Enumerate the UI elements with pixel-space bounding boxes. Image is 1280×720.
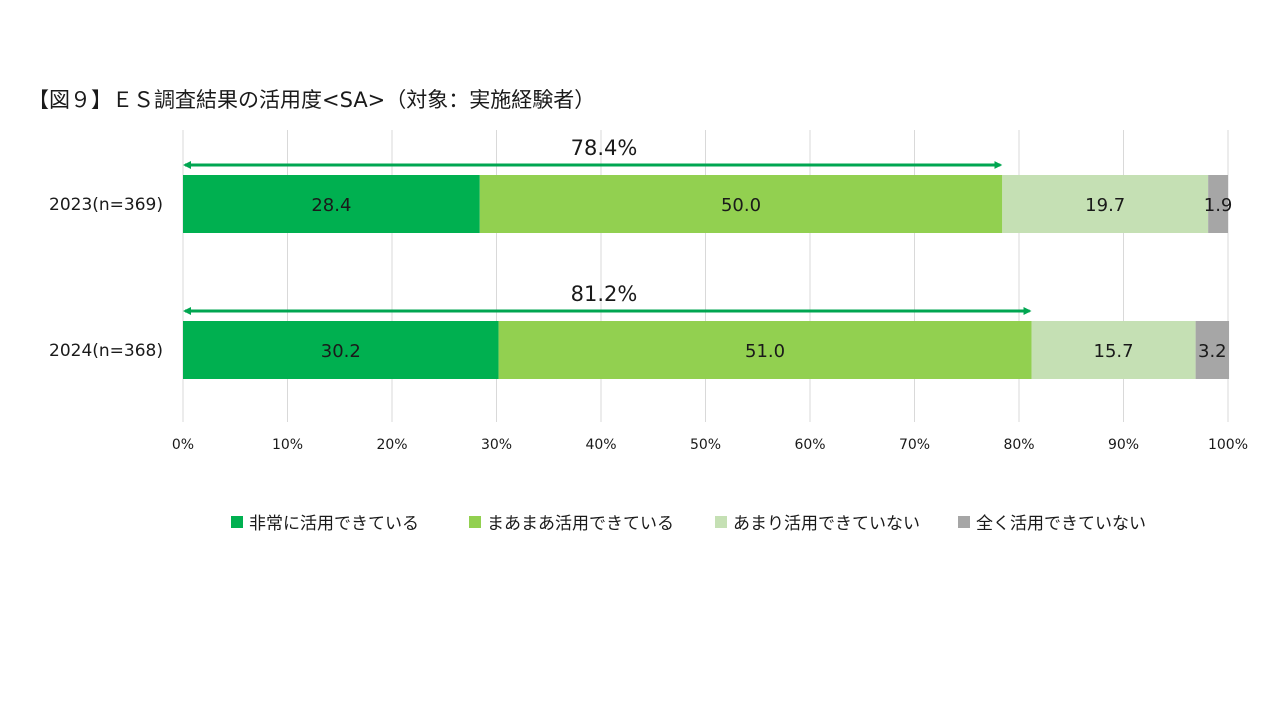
x-tick-label: 100% [1208,437,1248,453]
x-tick-label: 0% [172,437,194,453]
legend-label: あまり活用できていない [733,514,920,534]
bar-segment [1002,175,1209,233]
legend-swatch [958,516,970,528]
legend-label: まあまあ活用できている [487,514,674,534]
bar-segment [183,321,499,379]
bar-segment [1195,321,1230,379]
cumulative-label: 81.2% [571,282,638,306]
data-label: 50.0 [721,195,761,216]
data-label: 15.7 [1094,341,1134,362]
x-tick-label: 60% [794,437,825,453]
x-tick-label: 20% [376,437,407,453]
bar-segment [1031,321,1196,379]
x-tick-label: 30% [481,437,512,453]
x-tick-label: 70% [899,437,930,453]
data-label: 1.9 [1204,195,1233,216]
chart-title: 【図９】ＥＳ調査結果の活用度<SA>（対象：実施経験者） [28,88,596,112]
legend-label: 全く活用できていない [976,514,1146,534]
legend-label: 非常に活用できている [249,514,419,534]
data-label: 3.2 [1198,341,1227,362]
legend-swatch [231,516,243,528]
bar-segment [479,175,1003,233]
data-label: 30.2 [321,341,361,362]
bar-segment [498,321,1032,379]
x-tick-label: 90% [1108,437,1139,453]
bar-segment [1208,175,1228,233]
data-label: 28.4 [311,195,351,216]
data-label: 19.7 [1085,195,1125,216]
legend-swatch [715,516,727,528]
category-label: 2023(n=369) [49,195,163,215]
x-tick-label: 40% [585,437,616,453]
bar-segment [183,175,480,233]
x-tick-label: 10% [272,437,303,453]
data-label: 51.0 [745,341,785,362]
x-tick-label: 50% [690,437,721,453]
x-tick-label: 80% [1003,437,1034,453]
category-label: 2024(n=368) [49,341,163,361]
legend-swatch [469,516,481,528]
cumulative-label: 78.4% [571,136,638,160]
